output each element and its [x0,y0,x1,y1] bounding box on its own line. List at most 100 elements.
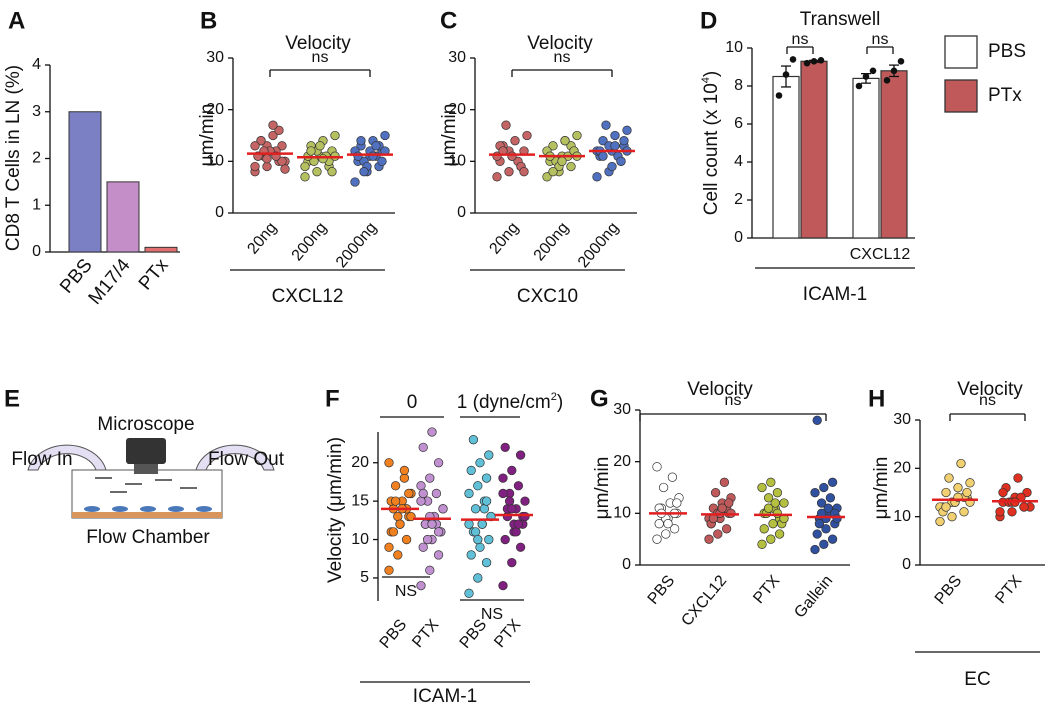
data-point [312,167,322,177]
data-point [772,488,783,498]
data-point [513,519,524,529]
data-point [782,71,790,78]
y-tick-label: 20 [351,454,369,471]
data-point [560,136,570,146]
x-tick-label: CXCL12 [850,246,911,263]
data-point [404,488,414,499]
data-point [473,534,483,545]
data-point [719,477,730,487]
legend-label: PBS [988,41,1026,62]
y-tick-label: 5 [360,569,369,586]
header-label-part: 1 (dyne/cm [457,392,551,413]
data-point [998,487,1008,498]
bar [144,246,178,253]
chart-title: Velocity [687,379,753,400]
data-point [390,481,401,491]
data-point [380,130,390,141]
group-label: ICAM-1 [803,284,867,305]
data-point [500,442,510,453]
data-point [669,524,680,534]
data-point [766,477,776,487]
data-point [704,534,714,544]
panel-letter: H [868,385,885,412]
data-point [519,167,529,177]
y-tick-label: 15 [351,492,369,509]
data-point [772,508,783,518]
flow-out-tube [195,444,275,471]
data-point [763,503,774,513]
y-tick-label: 20 [448,101,466,118]
data-point [1019,502,1029,512]
data-point [817,57,825,64]
data-point [422,534,433,545]
panel-e-diagram: Microscope Flow In Flow Out Flow Chamber [11,414,284,548]
data-point [466,550,476,560]
y-tick-label: 2 [32,150,41,167]
data-point [542,172,552,182]
data-point [941,487,951,498]
data-point [819,539,829,549]
x-tick-label: 2000ng [333,219,380,271]
data-point [956,458,966,469]
y-axis-label: μm/min [439,104,460,167]
data-point [470,504,481,514]
data-point [359,167,369,177]
data-point [327,167,337,177]
legend-label: PTx [988,85,1022,106]
y-tick-label: 10 [206,153,224,170]
data-point [416,481,426,491]
data-point [855,82,863,90]
data-point [401,534,412,545]
data-point [330,130,340,141]
data-point [810,58,818,65]
y-tick-label: 4 [734,153,743,170]
data-point [481,496,492,506]
legend-swatch [944,79,978,113]
data-point [890,67,898,75]
x-tick-label: CXCL12 [678,572,730,629]
data-point [256,136,266,146]
header-label-part: ) [557,392,563,413]
data-point [431,488,442,499]
y-tick-label: 0 [215,204,224,221]
data-point [610,141,620,151]
y-tick-label: 30 [206,49,224,66]
data-point [522,130,532,141]
panel-letter: B [200,7,217,34]
chart-title: Velocity [527,33,593,54]
data-point [481,473,492,483]
data-point [250,161,260,172]
y-tick-label: 0 [622,556,631,573]
data-point [315,141,325,151]
data-point [464,588,474,598]
data-point [935,516,945,527]
data-point [622,125,632,135]
data-point [616,156,626,166]
data-point [470,527,481,537]
data-point [812,415,822,425]
data-point [433,550,444,560]
data-point [250,141,260,151]
data-point [384,458,394,468]
flow-arrows [95,477,197,493]
data-point [377,156,387,166]
y-tick-label: 30 [448,49,466,66]
data-point [280,164,290,174]
chamber-floor [72,512,222,518]
data-point [803,59,811,67]
x-tick-label: PTx [135,255,173,295]
data-point [395,519,405,529]
data-point [607,161,617,172]
y-axis-label: μm/min [871,457,892,520]
data-point [473,481,483,491]
header-label: 1 (dyne/cm2) [457,391,563,413]
y-tick-label: 10 [613,505,631,522]
data-point [566,161,576,172]
data-point [500,534,510,545]
data-point [498,473,508,483]
group-label: EC [964,669,990,690]
data-point [941,502,951,512]
data-point [1013,473,1023,483]
y-tick-label: 30 [613,401,631,418]
legend-swatch [944,35,978,69]
